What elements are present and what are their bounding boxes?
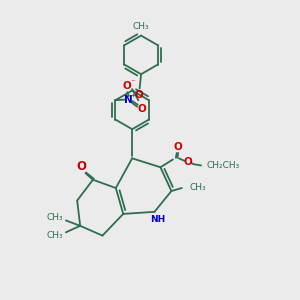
Text: CH₃: CH₃: [46, 213, 63, 222]
Text: O: O: [134, 90, 143, 100]
Text: O: O: [174, 142, 183, 152]
Text: CH₂CH₃: CH₂CH₃: [206, 161, 239, 170]
Text: NH: NH: [150, 215, 165, 224]
Text: CH₃: CH₃: [46, 231, 63, 240]
Text: O: O: [137, 103, 146, 113]
Text: CH₃: CH₃: [133, 22, 149, 31]
Text: CH₃: CH₃: [189, 183, 206, 192]
Text: O: O: [76, 160, 86, 173]
Text: O: O: [123, 81, 132, 91]
Text: O: O: [184, 158, 193, 167]
Text: +: +: [130, 93, 136, 98]
Text: N: N: [124, 94, 133, 105]
Text: ⁻: ⁻: [130, 78, 135, 87]
